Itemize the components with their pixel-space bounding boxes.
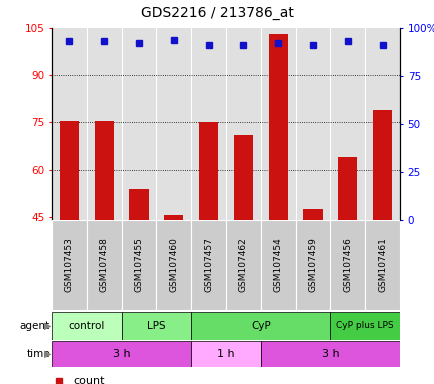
Bar <box>330 312 399 340</box>
Text: GSM107461: GSM107461 <box>377 238 386 293</box>
Text: 1 h: 1 h <box>217 349 234 359</box>
Text: LPS: LPS <box>147 321 165 331</box>
Bar <box>52 220 87 310</box>
Bar <box>191 312 330 340</box>
Bar <box>122 312 191 340</box>
Bar <box>156 220 191 310</box>
Text: agent: agent <box>20 321 50 331</box>
Bar <box>199 122 218 220</box>
Bar <box>233 135 253 220</box>
Bar <box>226 220 260 310</box>
Bar <box>260 341 399 367</box>
Text: 3 h: 3 h <box>112 349 130 359</box>
Text: control: control <box>69 321 105 331</box>
Text: ▶: ▶ <box>44 321 51 331</box>
Bar <box>87 220 122 310</box>
Bar <box>95 121 114 220</box>
Text: 3 h: 3 h <box>321 349 339 359</box>
Text: GSM107453: GSM107453 <box>65 238 74 293</box>
Text: GSM107458: GSM107458 <box>99 238 108 293</box>
Bar <box>295 220 330 310</box>
Bar <box>260 220 295 310</box>
Text: ▶: ▶ <box>44 349 51 359</box>
Bar <box>52 312 122 340</box>
Text: count: count <box>73 376 104 384</box>
Bar <box>122 220 156 310</box>
Bar <box>268 34 287 220</box>
Text: GSM107454: GSM107454 <box>273 238 282 292</box>
Text: CyP plus LPS: CyP plus LPS <box>335 321 393 331</box>
Bar <box>372 110 391 220</box>
Text: GSM107459: GSM107459 <box>308 238 317 293</box>
Text: GSM107456: GSM107456 <box>342 238 352 293</box>
Text: GSM107462: GSM107462 <box>238 238 247 292</box>
Text: GSM107455: GSM107455 <box>134 238 143 293</box>
Text: GDS2216 / 213786_at: GDS2216 / 213786_at <box>141 6 293 20</box>
Bar <box>191 220 226 310</box>
Bar <box>60 121 79 220</box>
Text: GSM107460: GSM107460 <box>169 238 178 293</box>
Text: time: time <box>26 349 50 359</box>
Bar <box>303 209 322 220</box>
Bar <box>129 189 148 220</box>
Text: GSM107457: GSM107457 <box>204 238 213 293</box>
Bar <box>191 341 260 367</box>
Text: CyP: CyP <box>250 321 270 331</box>
Bar <box>52 341 191 367</box>
Bar <box>330 220 365 310</box>
Bar <box>338 157 357 220</box>
Bar <box>164 215 183 220</box>
Bar <box>365 220 399 310</box>
